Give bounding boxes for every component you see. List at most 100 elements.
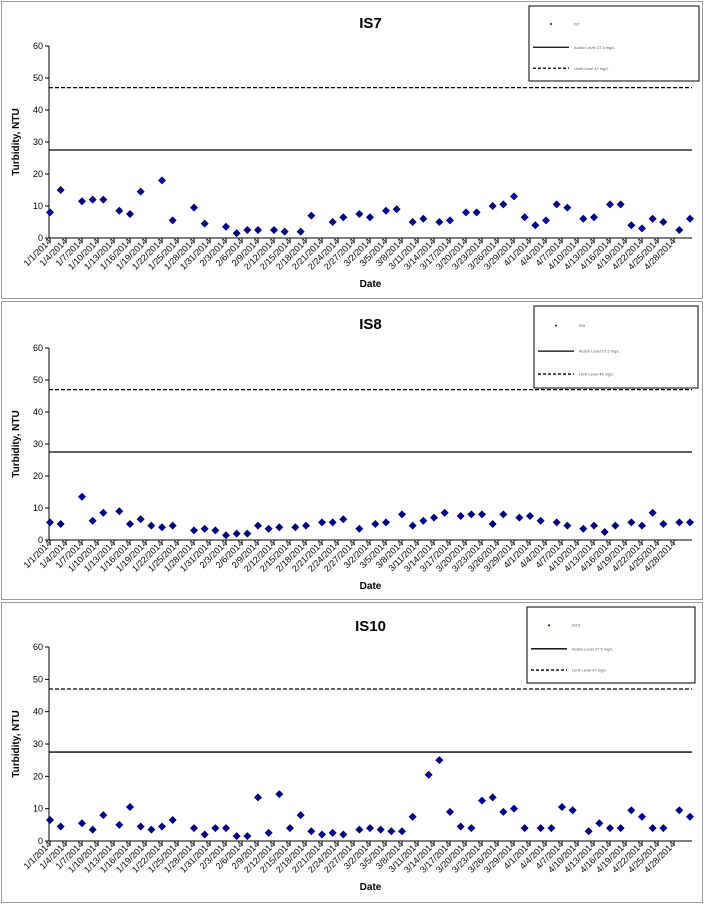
data-point: [456, 512, 465, 520]
data-point: [552, 200, 561, 209]
x-axis-label: Date: [360, 882, 382, 893]
data-point: [355, 524, 364, 533]
y-tick-label: 0: [38, 233, 43, 243]
data-point: [99, 811, 108, 820]
legend-box: [533, 305, 699, 389]
y-tick-label: 50: [33, 674, 43, 684]
data-point: [158, 822, 166, 831]
data-point: [318, 518, 326, 527]
y-axis-label: Turbidity, NTU: [11, 108, 22, 175]
data-point: [158, 176, 166, 185]
chart-is8: IS801020304050601/1/20141/4/20141/7/2014…: [11, 305, 699, 592]
data-point: [355, 210, 364, 218]
data-point: [328, 828, 337, 837]
data-point: [488, 202, 497, 210]
data-point: [88, 516, 97, 525]
data-point: [302, 521, 310, 530]
data-point: [190, 526, 198, 535]
data-point: [222, 824, 230, 833]
data-point: [254, 226, 262, 234]
data-point: [675, 226, 684, 234]
data-point: [232, 229, 241, 238]
data-point: [435, 218, 444, 226]
data-point: [78, 492, 86, 501]
data-point: [659, 520, 668, 528]
data-point: [547, 824, 556, 833]
data-point: [590, 521, 598, 530]
y-tick-label: 30: [33, 739, 43, 749]
data-point: [280, 227, 289, 236]
data-point: [638, 521, 646, 530]
data-point: [520, 213, 529, 222]
legend-box: [528, 5, 700, 82]
data-point: [355, 825, 364, 834]
data-point: [222, 222, 230, 231]
chart-title: IS10: [355, 618, 386, 635]
data-point: [472, 208, 481, 217]
data-point: [675, 518, 684, 527]
data-point: [686, 214, 694, 223]
data-point: [296, 227, 305, 236]
y-tick-label: 10: [33, 804, 43, 814]
y-tick-label: 60: [33, 642, 43, 652]
chart-is10: IS1001020304050601/1/20141/4/20141/7/201…: [11, 606, 696, 893]
data-point: [264, 524, 273, 533]
legend-label: IS8: [579, 323, 586, 328]
data-point: [46, 518, 54, 527]
chart-title: IS8: [359, 316, 382, 333]
data-point: [536, 824, 545, 833]
data-point: [115, 206, 124, 215]
data-point: [616, 824, 625, 833]
data-point: [200, 219, 209, 228]
data-point: [419, 214, 428, 223]
y-axis-label: Turbidity, NTU: [11, 410, 22, 477]
data-point: [456, 822, 465, 831]
data-point: [243, 832, 252, 841]
data-point: [542, 216, 550, 225]
legend-label: Action Level 27.5 mg/L: [579, 349, 620, 354]
data-point: [211, 526, 220, 535]
data-point: [115, 820, 124, 829]
data-point: [275, 523, 284, 532]
data-point: [200, 830, 209, 839]
data-point: [563, 521, 572, 530]
data-point: [339, 830, 348, 839]
data-point: [499, 200, 508, 209]
y-tick-label: 60: [33, 343, 43, 353]
y-tick-label: 50: [33, 375, 43, 385]
data-point: [211, 824, 220, 833]
data-point: [168, 521, 177, 530]
data-point: [398, 510, 406, 519]
legend-label: Action Level 27.5 mg/L: [572, 646, 613, 651]
data-point: [510, 192, 518, 201]
data-point: [243, 529, 252, 538]
data-point: [168, 815, 177, 824]
y-tick-label: 40: [33, 407, 43, 417]
data-point: [291, 523, 300, 532]
legend-label: IS10: [572, 623, 581, 628]
legend-label: IS7: [574, 22, 581, 27]
data-point: [254, 793, 262, 802]
data-point: [136, 187, 145, 196]
data-point: [627, 221, 636, 230]
y-axis-label: Turbidity, NTU: [11, 710, 22, 777]
data-point: [488, 520, 497, 528]
data-point: [136, 822, 145, 831]
y-tick-label: 40: [33, 707, 43, 717]
data-point: [99, 508, 108, 517]
data-point: [558, 803, 566, 812]
data-point: [270, 226, 278, 234]
data-point: [328, 218, 337, 226]
data-point: [606, 824, 614, 833]
data-point: [190, 824, 198, 833]
data-point: [659, 824, 668, 833]
data-point: [467, 510, 476, 519]
y-tick-label: 10: [33, 201, 43, 211]
data-point: [147, 825, 156, 834]
data-point: [382, 518, 390, 527]
data-point: [638, 812, 646, 821]
data-point: [254, 521, 262, 530]
data-point: [232, 529, 241, 538]
legend-box: [526, 606, 696, 684]
data-point: [499, 807, 508, 816]
